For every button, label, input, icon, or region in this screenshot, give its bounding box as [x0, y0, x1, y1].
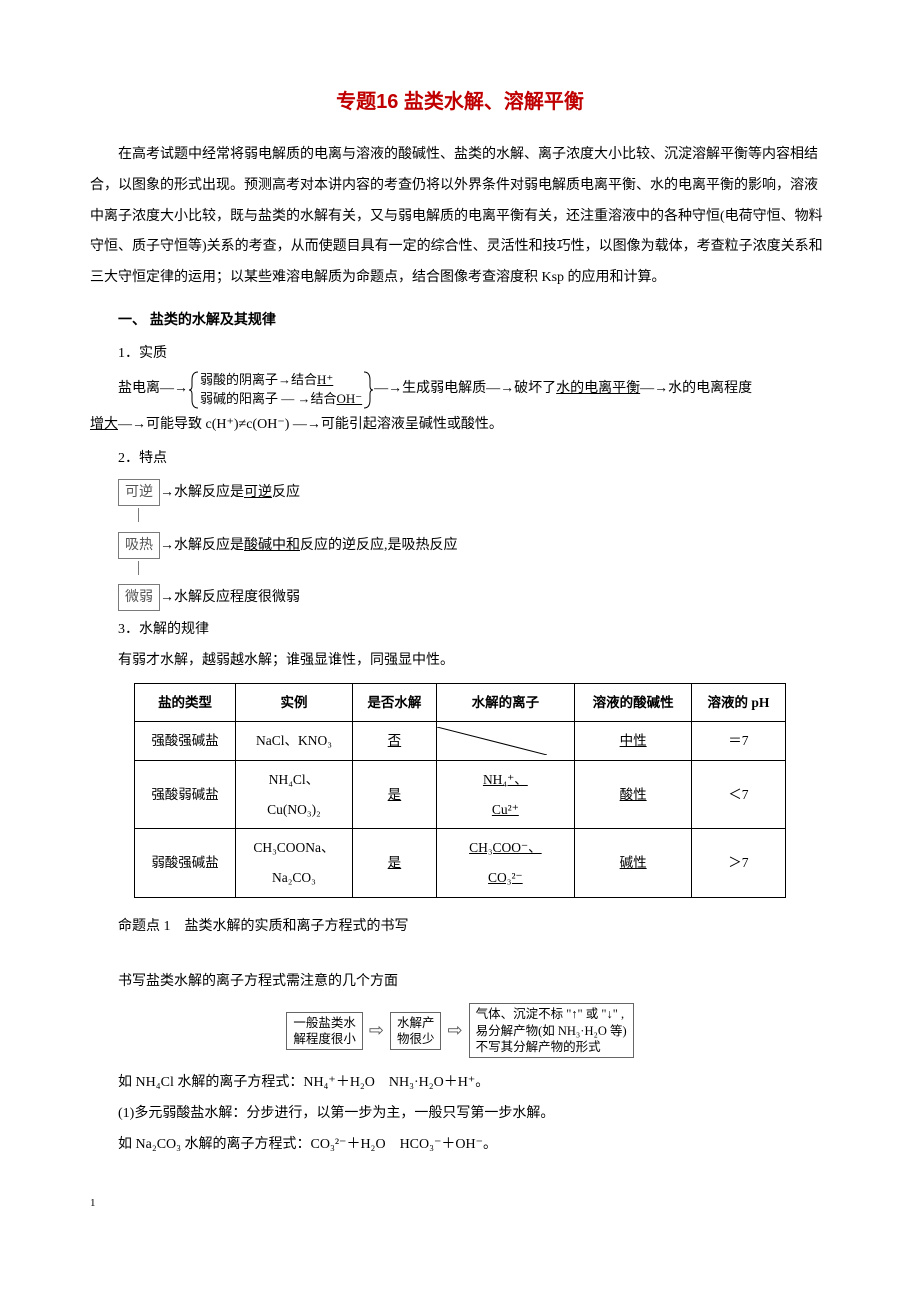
writing-flow-boxes: 一般盐类水解程度很小 ⇨ 水解产物很少 ⇨ 气体、沉淀不标 "↑" 或 "↓" …	[90, 1003, 830, 1058]
equation-2: 如 Na₂CO₃ 水解的离子方程式：CO₃²⁻＋H₂O HCO₃⁻＋OH⁻。	[90, 1130, 830, 1161]
table-header-row: 盐的类型 实例 是否水解 水解的离子 溶液的酸碱性 溶液的 pH	[135, 683, 785, 722]
hydrolysis-rule: 有弱才水解，越弱越水解；谁强显谁性，同强显中性。	[90, 646, 830, 677]
cell-type: 强酸弱碱盐	[135, 761, 235, 829]
cell-acid: 中性	[575, 722, 692, 761]
cell-hyd: 否	[353, 722, 437, 761]
connector-1	[138, 508, 140, 522]
flowbox-1: 一般盐类水解程度很小	[286, 1012, 363, 1051]
hydrolysis-table: 盐的类型 实例 是否水解 水解的离子 溶液的酸碱性 溶液的 pH 强酸强碱盐 N…	[134, 683, 785, 898]
left-brace-icon	[188, 370, 200, 410]
cell-ion: CH₃COO⁻、CO₃²⁻	[436, 829, 574, 897]
box-weak: 微弱	[118, 584, 160, 611]
essence-pre: 盐电离―→	[118, 374, 188, 405]
cell-ph: ＜7	[692, 761, 785, 829]
right-brace-icon	[362, 370, 374, 410]
cell-example: NaCl、KNO₃	[235, 722, 352, 761]
water-eq: 水的电离平衡	[556, 374, 640, 405]
cell-hyd: 是	[353, 761, 437, 829]
cell-example: NH₄Cl、Cu(NO₃)₂	[235, 761, 352, 829]
sub-2-heading: 2．特点	[90, 444, 830, 475]
diagonal-line-icon	[437, 727, 547, 755]
cell-ion-diag	[436, 722, 574, 761]
cell-ph: ＝7	[692, 722, 785, 761]
multi-acid-note: (1)多元弱酸盐水解：分步进行，以第一步为主，一般只写第一步水解。	[90, 1099, 830, 1130]
intro-paragraph: 在高考试题中经常将弱电解质的电离与溶液的酸碱性、盐类的水解、离子浓度大小比较、沉…	[90, 140, 830, 294]
table-row: 弱酸强碱盐 CH₃COONa、Na₂CO₃ 是 CH₃COO⁻、CO₃²⁻ 碱性…	[135, 829, 785, 897]
th-type: 盐的类型	[135, 683, 235, 722]
essence-line-2: 增大―→可能导致 c(H⁺)≠c(OH⁻) ―→可能引起溶液呈碱性或酸性。	[90, 410, 830, 441]
sub-3-heading: 3．水解的规律	[90, 615, 830, 646]
table-row: 强酸弱碱盐 NH₄Cl、Cu(NO₃)₂ 是 NH₄⁺、Cu²⁺ 酸性 ＜7	[135, 761, 785, 829]
flow-row-1: 可逆→水解反应是可逆反应	[118, 479, 830, 506]
th-example: 实例	[235, 683, 352, 722]
arrow-icon: ⇨	[447, 1011, 462, 1051]
table-row: 强酸强碱盐 NaCl、KNO₃ 否 中性 ＝7	[135, 722, 785, 761]
th-ph: 溶液的 pH	[692, 683, 785, 722]
branch-b: 弱碱的阳离子 ― →结合OH⁻	[200, 391, 362, 406]
post: ―→可能导致 c(H⁺)≠c(OH⁻) ―→可能引起溶液呈碱性或酸性。	[118, 417, 503, 432]
cell-acid: 酸性	[575, 761, 692, 829]
box-endothermic: 吸热	[118, 532, 160, 559]
th-hyd: 是否水解	[353, 683, 437, 722]
flowbox-3: 气体、沉淀不标 "↑" 或 "↓" ,易分解产物(如 NH₃·H₂O 等)不写其…	[469, 1003, 634, 1058]
th-ion: 水解的离子	[436, 683, 574, 722]
mid1: ―→生成弱电解质―→破坏了	[374, 374, 556, 405]
equation-1: 如 NH₄Cl 水解的离子方程式：NH₄⁺＋H₂O NH₃·H₂O＋H⁺。	[90, 1068, 830, 1099]
flow-row-3: 微弱→水解反应程度很微弱	[118, 584, 830, 611]
flow-row-2: 吸热→水解反应是酸碱中和反应的逆反应,是吸热反应	[118, 532, 830, 559]
cell-acid: 碱性	[575, 829, 692, 897]
cell-example: CH₃COONa、Na₂CO₃	[235, 829, 352, 897]
cell-ion: NH₄⁺、Cu²⁺	[436, 761, 574, 829]
section-1-heading: 一、 盐类的水解及其规律	[90, 304, 830, 335]
cell-type: 强酸强碱盐	[135, 722, 235, 761]
page-title: 专题16 盐类水解、溶解平衡	[90, 80, 830, 124]
th-acid: 溶液的酸碱性	[575, 683, 692, 722]
connector-2	[138, 561, 140, 575]
cell-ph: ＞7	[692, 829, 785, 897]
flowbox-2: 水解产物很少	[390, 1012, 442, 1051]
branch-column: 弱酸的阴离子→结合H⁺ 弱碱的阳离子 ― →结合OH⁻	[200, 371, 362, 407]
mid2: ―→水的电离程度	[640, 374, 752, 405]
branch-a: 弱酸的阴离子→结合H⁺	[200, 372, 333, 387]
cell-hyd: 是	[353, 829, 437, 897]
arrow-icon: ⇨	[369, 1011, 384, 1051]
cmd-point-1: 命题点 1 盐类水解的实质和离子方程式的书写	[90, 912, 830, 943]
inc: 增大	[90, 417, 118, 432]
writing-note: 书写盐类水解的离子方程式需注意的几个方面	[90, 967, 830, 998]
cell-type: 弱酸强碱盐	[135, 829, 235, 897]
sub-1-heading: 1．实质	[90, 339, 830, 370]
essence-line-1: 盐电离―→ 弱酸的阴离子→结合H⁺ 弱碱的阳离子 ― →结合OH⁻ ―→生成弱电…	[118, 370, 830, 410]
feature-flow: 可逆→水解反应是可逆反应 吸热→水解反应是酸碱中和反应的逆反应,是吸热反应 微弱…	[118, 479, 830, 611]
box-reversible: 可逆	[118, 479, 160, 506]
page-number: 1	[90, 1191, 830, 1215]
